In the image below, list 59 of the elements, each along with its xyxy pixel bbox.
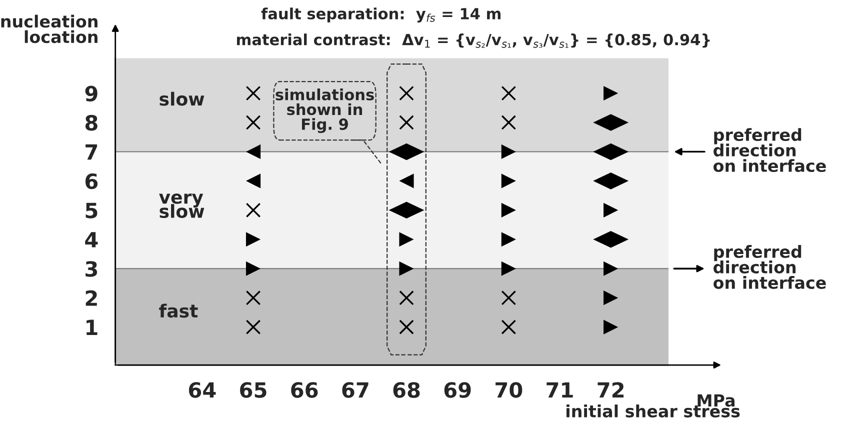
point — [399, 320, 414, 334]
y-tick-label: 2 — [86, 290, 97, 306]
x-tick-label: 66 — [291, 382, 318, 398]
x-tick-label: 68 — [393, 382, 420, 398]
text: MPa — [698, 394, 735, 407]
x-tick-label: 72 — [598, 382, 624, 398]
x-tick-label: 71 — [546, 382, 573, 398]
point — [501, 144, 516, 159]
point — [246, 86, 261, 101]
y-axis-title: nucleation location — [1, 14, 98, 44]
y-tick-label: 5 — [86, 202, 98, 218]
ref-line-label: preferred direction on interface — [714, 245, 826, 289]
x-tick-label: 64 — [188, 382, 216, 398]
y-tick-label: 4 — [85, 232, 98, 248]
point — [501, 320, 516, 334]
point — [246, 174, 261, 188]
point — [501, 202, 516, 218]
point — [246, 261, 261, 276]
point — [604, 290, 618, 306]
point — [604, 202, 618, 218]
x-axis-title: initial shear stress — [566, 404, 740, 418]
annotation: simulations shown in Fig. 9 — [276, 88, 374, 134]
text: material contrast: Δv$_{1}$ = {v$_{s₂}$/v$_{s₁}$, v$_{s₃}$/v$_{s₁}$} = {0.85, 0.94} — [237, 34, 710, 48]
point — [399, 115, 414, 130]
ref-line-label: preferred direction on interface — [714, 128, 826, 172]
band-label: fast — [159, 304, 198, 318]
point — [501, 232, 516, 247]
y-tick-label: 8 — [85, 114, 98, 131]
y-tick-label: 9 — [85, 86, 98, 102]
point — [604, 261, 618, 276]
point — [246, 320, 261, 334]
point — [246, 290, 261, 306]
point — [501, 86, 516, 101]
point — [246, 232, 261, 247]
point — [399, 261, 414, 276]
x-tick-label: 67 — [342, 382, 368, 398]
y-tick-label: 1 — [86, 320, 98, 335]
point — [399, 86, 414, 101]
x-tick-label: 65 — [240, 382, 266, 398]
point — [399, 290, 414, 306]
y-tick-label: 6 — [85, 173, 98, 190]
x-tick-label: 70 — [496, 382, 522, 398]
point — [399, 174, 414, 188]
band-label: very slow — [159, 193, 204, 218]
point — [501, 115, 516, 130]
point — [604, 86, 618, 101]
point — [501, 261, 516, 276]
point — [399, 232, 414, 247]
chart-title: fault separation: y$_{fs}$ = 14 m — [261, 8, 501, 23]
point — [246, 144, 261, 159]
y-tick-label: 7 — [86, 144, 98, 160]
point — [501, 290, 516, 306]
point — [501, 174, 516, 188]
point — [246, 115, 261, 130]
y-tick-label: 3 — [86, 261, 98, 277]
point — [246, 202, 261, 218]
x-tick-label: 69 — [444, 382, 471, 398]
band-label: slow — [160, 92, 204, 106]
point — [604, 320, 618, 334]
